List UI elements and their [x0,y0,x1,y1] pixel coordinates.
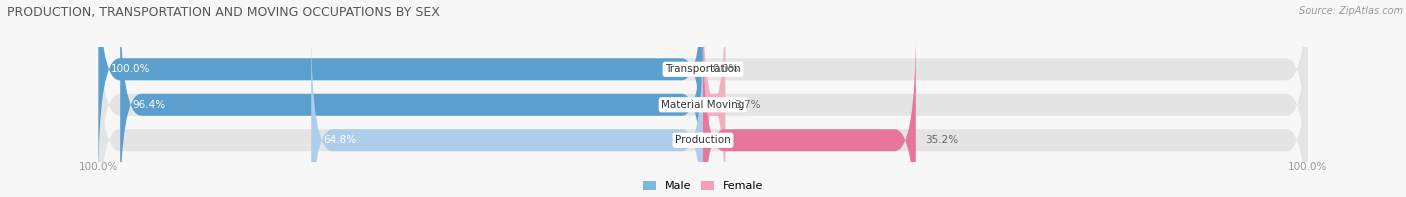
Text: 100.0%: 100.0% [79,162,118,172]
Text: 35.2%: 35.2% [925,135,957,145]
FancyBboxPatch shape [98,0,1308,182]
Legend: Male, Female: Male, Female [643,181,763,191]
Text: 100.0%: 100.0% [1288,162,1327,172]
Text: Transportation: Transportation [665,64,741,74]
FancyBboxPatch shape [98,27,1308,197]
Text: Production: Production [675,135,731,145]
Text: PRODUCTION, TRANSPORTATION AND MOVING OCCUPATIONS BY SEX: PRODUCTION, TRANSPORTATION AND MOVING OC… [7,6,440,19]
FancyBboxPatch shape [311,27,703,197]
Text: 0.0%: 0.0% [711,64,738,74]
FancyBboxPatch shape [703,27,915,197]
Text: Material Moving: Material Moving [661,100,745,110]
FancyBboxPatch shape [703,0,725,197]
Text: 3.7%: 3.7% [734,100,761,110]
FancyBboxPatch shape [120,0,703,197]
Text: 64.8%: 64.8% [323,135,357,145]
Text: 96.4%: 96.4% [132,100,166,110]
Text: 100.0%: 100.0% [111,64,150,74]
Text: Source: ZipAtlas.com: Source: ZipAtlas.com [1299,6,1403,16]
FancyBboxPatch shape [98,0,1308,197]
FancyBboxPatch shape [98,0,703,182]
